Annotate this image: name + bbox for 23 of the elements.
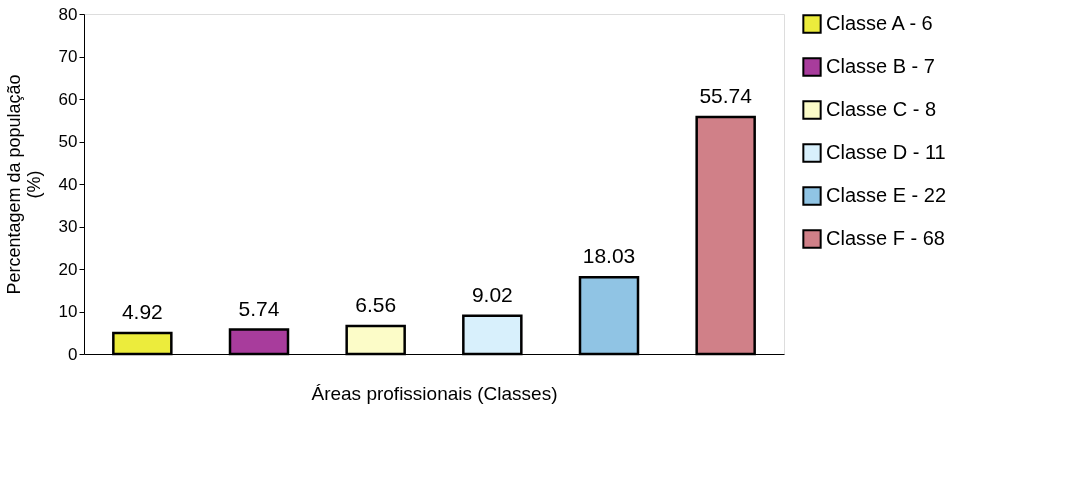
y-tick-label: 50: [58, 132, 78, 151]
y-tick-label: 20: [58, 259, 78, 279]
legend-label: Classe F - 68: [826, 227, 945, 249]
y-tick-label: 60: [58, 89, 78, 109]
y-tick-label: 30: [58, 217, 78, 236]
data-label: 18.03: [582, 244, 636, 268]
legend-label: Classe E - 22: [826, 184, 947, 206]
y-tick-label: 70: [58, 47, 78, 66]
legend-label: Classe D - 11: [826, 141, 946, 163]
data-label: 5.74: [238, 296, 280, 320]
data-label: 55.74: [699, 84, 753, 108]
data-label: 9.02: [471, 282, 513, 306]
x-axis-title: Áreas profissionais (Classes): [311, 382, 558, 404]
y-tick-label: 10: [58, 302, 78, 321]
legend-label: Classe B - 7: [826, 55, 935, 77]
legend-label: Classe C - 8: [826, 98, 937, 120]
y-tick-label: 0: [68, 344, 78, 364]
y-tick-label: 40: [58, 174, 78, 194]
data-label: 6.56: [355, 293, 397, 317]
y-axis-title: Percentagem da população (%): [3, 74, 44, 295]
legend-label: Classe A - 6: [826, 12, 933, 34]
y-tick-label: 80: [58, 4, 78, 24]
data-label: 4.92: [121, 300, 163, 324]
